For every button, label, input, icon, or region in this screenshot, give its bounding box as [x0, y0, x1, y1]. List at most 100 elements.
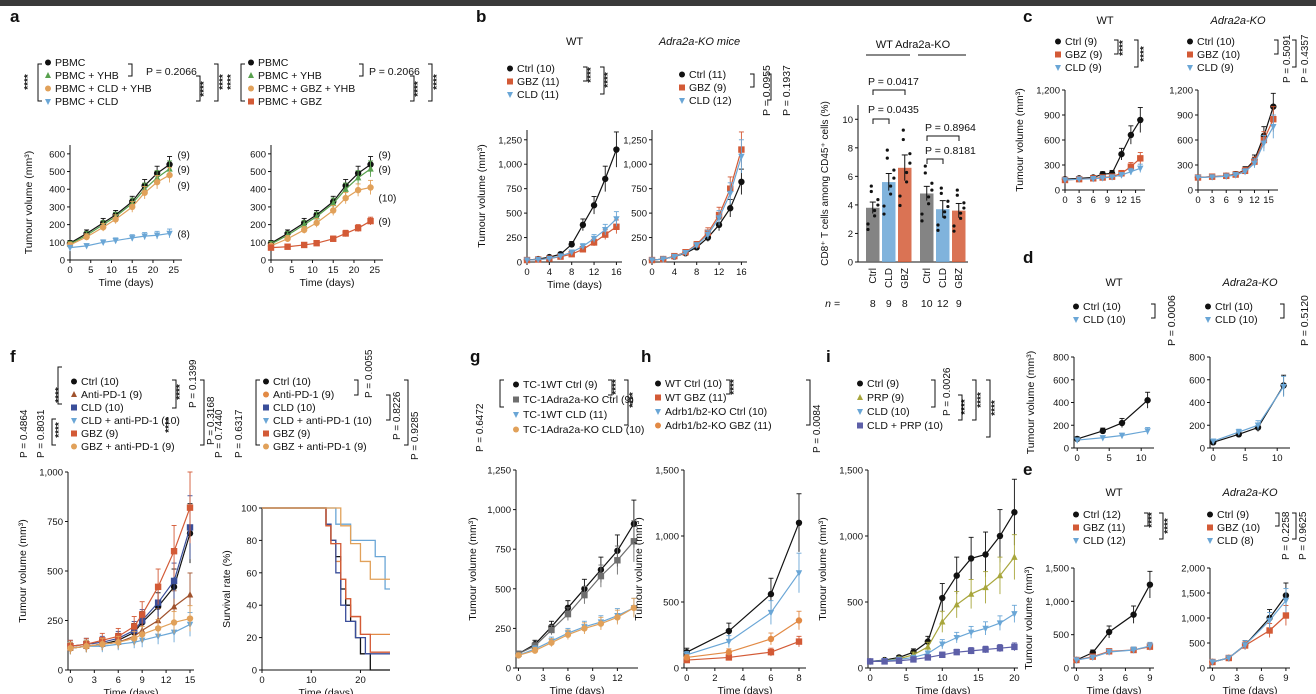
data-point: [367, 217, 374, 225]
x-tick-label: 3: [92, 675, 97, 686]
significance-stars: ****: [586, 67, 597, 83]
stat-bracket: [1274, 39, 1279, 55]
legend-item: CLD (10): [1083, 314, 1126, 326]
legend-item: Ctrl (10): [1083, 301, 1121, 313]
p-value: P = 0.3168: [206, 396, 217, 445]
data-point: [1105, 628, 1113, 636]
data-point: [982, 625, 989, 633]
data-point: [866, 658, 874, 665]
data-point: [953, 572, 960, 579]
data-point: [1232, 172, 1239, 179]
legend-item: GBZ + anti-PD-1 (9): [81, 441, 175, 453]
x-tick-label: 15: [127, 265, 138, 276]
data-point: [354, 186, 362, 194]
chart-title: Adra2a-KO mice: [658, 36, 740, 48]
data-point: [613, 223, 620, 230]
x-tick-label: 4: [547, 267, 552, 278]
data-point: [330, 207, 337, 214]
x-tick-label: 8: [569, 267, 574, 278]
category-label: Ctrl: [868, 268, 879, 284]
x-tick-label: 0: [1062, 195, 1067, 206]
y-tick-label: 600: [1053, 375, 1069, 386]
stat-bracket: [583, 66, 588, 82]
data-point: [557, 253, 564, 260]
y-tick-label: 1,200: [1169, 86, 1193, 97]
y-tick-label: 1,500: [839, 466, 863, 477]
x-tick-label: 0: [259, 675, 264, 686]
data-point: [895, 657, 903, 664]
chart-b2: 0 250 500 750 1,000 1,250 0 4 8 12 16 Adra2a-KO mic…: [623, 36, 747, 278]
data-point: [725, 638, 733, 646]
data-point: [153, 232, 161, 239]
data-point: [1118, 432, 1126, 440]
stat-bracket: [200, 379, 205, 446]
data-point: [857, 394, 863, 400]
data-point: [873, 214, 877, 218]
x-tick-label: 4: [740, 673, 745, 684]
legend-h: WT Ctrl (10) WT GBZ (11) Adrb1/b2-KO Ctrl …: [655, 378, 772, 432]
data-point: [1099, 175, 1106, 182]
data-point: [939, 618, 946, 625]
legend-item: GBZ (9): [1065, 49, 1102, 61]
p-value: P = 0.0006: [1166, 295, 1178, 346]
y-tick-label: 2: [848, 229, 853, 240]
significance-stars: ****: [226, 74, 237, 90]
data-point: [367, 165, 374, 172]
data-point: [982, 583, 989, 591]
chart-f1: 0 250 500 750 1,000 0 3 6 9 12 15 Time (days) Tumour…: [17, 468, 195, 694]
data-point: [99, 239, 107, 247]
x-tick-label: 5: [289, 265, 294, 276]
significance-stars: ****: [218, 74, 229, 90]
x-axis-label: Time (days): [547, 279, 602, 291]
data-point: [1254, 422, 1262, 429]
y-tick-label: 1,000: [839, 532, 863, 543]
data-point: [263, 418, 269, 424]
legend-d2: Ctrl (10)CLD (10): [1205, 301, 1258, 326]
data-point: [1055, 65, 1061, 71]
y-tick-label: 500: [47, 567, 63, 578]
data-point: [869, 184, 873, 188]
chart-g: 0 250 500 750 1,000 1,250 0 3 6 9 12 Time (days) Tum…: [467, 466, 638, 694]
survival-curve: [262, 507, 390, 580]
chart-h: 0 500 1,000 1,500 0 2 4 6 8 Time (days) Tumour vol…: [633, 466, 806, 694]
data-point: [507, 78, 513, 85]
data-point: [738, 153, 745, 161]
data-point: [767, 648, 775, 656]
data-point: [1074, 437, 1081, 444]
data-point: [1073, 303, 1079, 310]
category-label: CLD: [938, 268, 949, 288]
series-line: [686, 572, 800, 656]
y-tick-label: 800: [1053, 353, 1069, 364]
legend-item: PBMC + GBZ: [258, 96, 322, 108]
y-tick-label: 1,000: [498, 160, 522, 171]
category-label: Ctrl: [922, 268, 933, 284]
chart-a1: 0 100 200 300 400 500 600 0 5 10 15 20 25 (9) (9) (9) (8…: [23, 145, 190, 289]
y-axis-label: Tumour volume (mm³): [17, 519, 29, 622]
data-point: [630, 538, 638, 545]
x-axis-label: Time (days): [299, 277, 354, 289]
data-point: [1187, 65, 1193, 71]
y-tick-label: 250: [631, 233, 647, 244]
stat-bracket: [386, 394, 391, 421]
y-axis-label: Tumour volume (mm³): [1025, 351, 1037, 454]
data-point: [869, 189, 873, 194]
y-tick-label: 300: [49, 202, 65, 213]
y-tick-label: 400: [1053, 398, 1069, 409]
y-tick-label: 400: [49, 185, 65, 196]
data-point: [313, 219, 320, 227]
y-tick-label: 0: [848, 258, 853, 269]
data-point: [1011, 643, 1018, 651]
p-value: P = 0.1399: [188, 359, 199, 408]
series-line: [686, 641, 800, 661]
data-point: [967, 629, 975, 637]
x-tick-label: 0: [516, 673, 521, 684]
data-point: [300, 226, 308, 234]
x-tick-label: 0: [1195, 195, 1200, 206]
y-tick-label: 750: [506, 184, 522, 195]
data-point: [330, 235, 337, 242]
data-point: [1137, 165, 1144, 173]
legend-item: PRP (9): [867, 392, 904, 404]
legend-item: Anti-PD-1 (9): [81, 389, 142, 401]
data-point: [1073, 317, 1079, 323]
series-n-label: (8): [178, 229, 190, 240]
